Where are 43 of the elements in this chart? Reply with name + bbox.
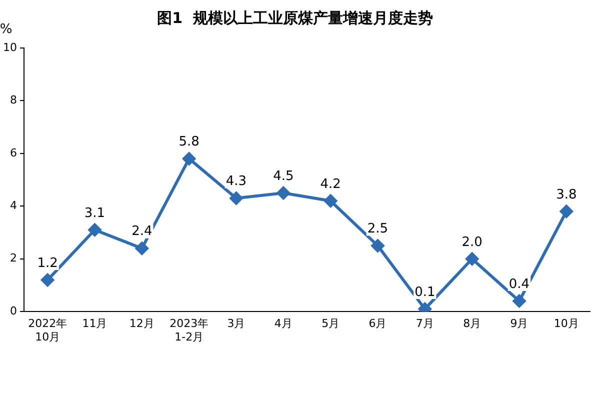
data-label: 2.5: [367, 222, 388, 237]
data-label: 4.3: [226, 174, 247, 190]
x-tick-label: 2022年 10月: [28, 317, 68, 344]
point: [41, 273, 54, 286]
point: [88, 223, 102, 236]
data-label: 3.1: [84, 206, 106, 221]
y-tick-label: 4: [10, 199, 17, 212]
data-label: 5.8: [178, 134, 200, 150]
data-label: 4.2: [320, 176, 341, 192]
point: [276, 186, 290, 200]
data-label: 2.4: [132, 224, 152, 240]
chart-title: 图1 规模以上工业原煤产量增速月度走势: [157, 8, 433, 27]
point: [324, 194, 338, 208]
point: [466, 252, 479, 266]
y-tick-label: 6: [10, 146, 17, 160]
x-tick-label: 8月: [463, 317, 482, 330]
x-tick-label: 4月: [274, 317, 292, 330]
data-label: 3.8: [556, 187, 577, 202]
point: [512, 294, 526, 308]
point: [182, 152, 196, 166]
x-tick-label: 7月: [416, 317, 434, 330]
x-tick-label: 6月: [368, 317, 387, 330]
data-label: 4.5: [273, 168, 294, 184]
x-tick-label: 2023年 1-2月: [170, 317, 209, 344]
y-tick-label: 2: [10, 252, 17, 265]
x-tick-label: 9月: [510, 317, 528, 330]
x-tick-label: 11月: [82, 317, 108, 330]
y-tick-label: 10: [2, 40, 17, 54]
x-tick-label: 3月: [227, 317, 246, 330]
data-label: 0.4: [508, 276, 530, 292]
point: [230, 192, 243, 205]
x-tick-label: 10月: [554, 317, 579, 330]
point: [371, 239, 384, 252]
x-tick-label: 5月: [322, 317, 340, 330]
data-label: 1.2: [37, 256, 58, 271]
y-tick-label: 0: [10, 304, 17, 318]
data-label: 0.1: [414, 284, 436, 300]
x-tick-label: 12月: [129, 317, 154, 330]
point: [135, 242, 148, 255]
point: [560, 204, 573, 218]
y-tick-label: 8: [10, 94, 17, 107]
y-axis-title: %: [0, 22, 12, 37]
data-label: 2.0: [462, 234, 482, 250]
